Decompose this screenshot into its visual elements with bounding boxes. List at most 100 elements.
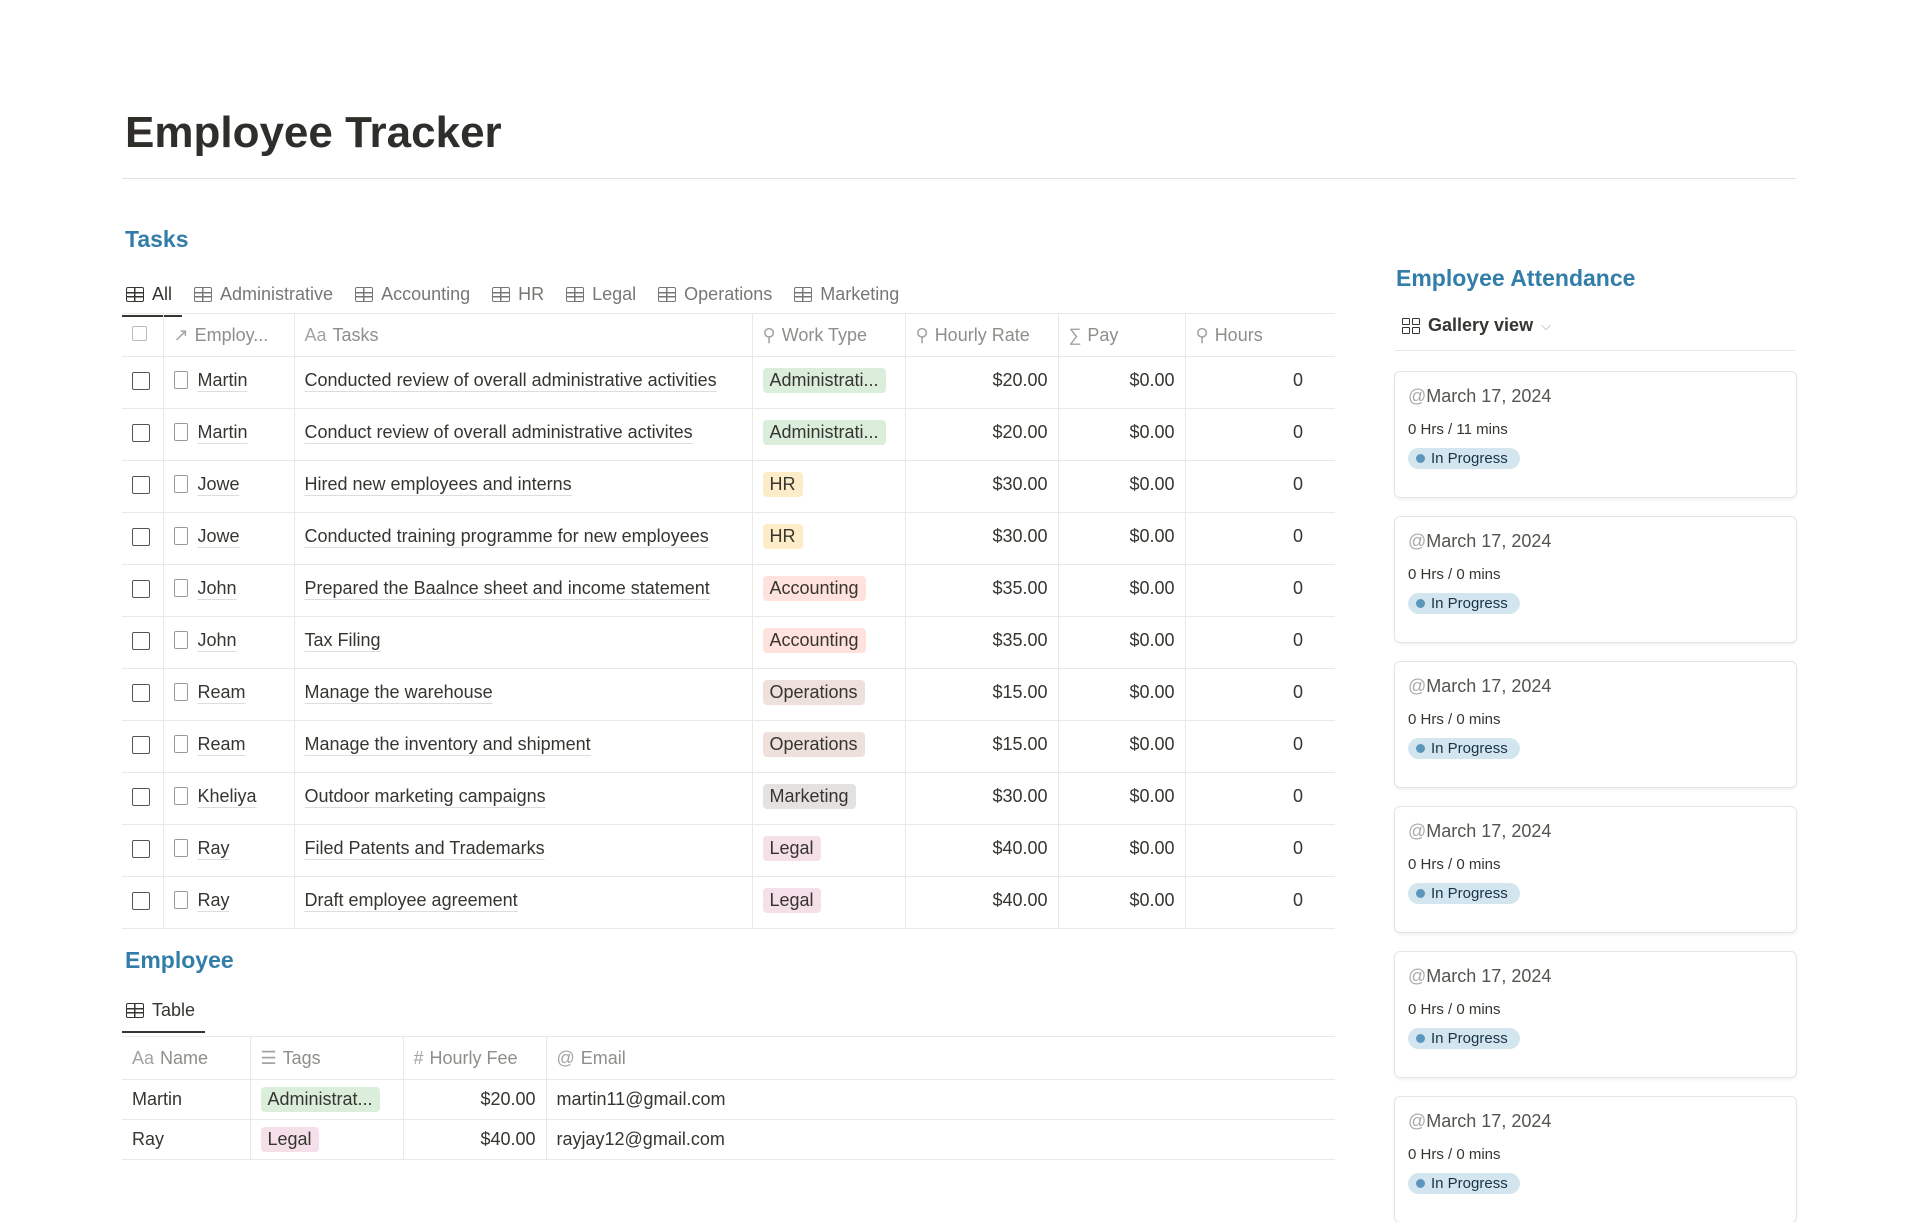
row-checkbox[interactable] <box>122 408 164 461</box>
pay-cell[interactable]: $0.00 <box>1058 616 1186 669</box>
name-cell[interactable]: Martin <box>122 1079 251 1120</box>
table-row[interactable]: Ream Manage the warehouse Operations $15… <box>122 668 1335 721</box>
task-cell[interactable]: Manage the warehouse <box>294 668 753 721</box>
work-type-cell[interactable]: Marketing <box>752 772 906 825</box>
employee-cell[interactable]: Martin <box>163 356 295 409</box>
column-hourly-rate[interactable]: ⚲ Hourly Rate <box>905 313 1059 357</box>
column-employee[interactable]: ↗ Employ... <box>163 313 295 357</box>
column-work-type[interactable]: ⚲ Work Type <box>752 313 906 357</box>
task-cell[interactable]: Outdoor marketing campaigns <box>294 772 753 825</box>
attendance-card[interactable]: @March 17, 2024 0 Hrs / 0 mins In Progre… <box>1395 807 1796 932</box>
table-row[interactable]: Ray Filed Patents and Trademarks Legal $… <box>122 824 1335 877</box>
email-cell[interactable]: martin11@gmail.com <box>546 1079 1335 1120</box>
employee-cell[interactable]: Ream <box>163 668 295 721</box>
hourly-rate-cell[interactable]: $15.00 <box>905 720 1059 773</box>
employee-cell[interactable]: Jowe <box>163 512 295 565</box>
employee-cell[interactable]: Kheliya <box>163 772 295 825</box>
row-checkbox[interactable] <box>122 668 164 721</box>
row-checkbox[interactable] <box>122 356 164 409</box>
tab-operations[interactable]: Operations <box>658 274 772 314</box>
hourly-rate-cell[interactable]: $35.00 <box>905 616 1059 669</box>
hours-cell[interactable]: 0 <box>1185 460 1335 513</box>
task-cell[interactable]: Conduct review of overall administrative… <box>294 408 753 461</box>
row-checkbox[interactable] <box>122 772 164 825</box>
hours-cell[interactable]: 0 <box>1185 408 1335 461</box>
tab-administrative[interactable]: Administrative <box>194 274 333 314</box>
hours-cell[interactable]: 0 <box>1185 824 1335 877</box>
hourly-rate-cell[interactable]: $35.00 <box>905 564 1059 617</box>
hours-cell[interactable]: 0 <box>1185 616 1335 669</box>
hours-cell[interactable]: 0 <box>1185 512 1335 565</box>
table-row[interactable]: John Prepared the Baalnce sheet and inco… <box>122 564 1335 617</box>
table-row[interactable]: Martin Conduct review of overall adminis… <box>122 408 1335 461</box>
hourly-fee-cell[interactable]: $40.00 <box>403 1119 547 1160</box>
hours-cell[interactable]: 0 <box>1185 356 1335 409</box>
table-row[interactable]: Martin Administrat... $20.00 martin11@gm… <box>122 1079 1335 1120</box>
pay-cell[interactable]: $0.00 <box>1058 408 1186 461</box>
hourly-rate-cell[interactable]: $40.00 <box>905 876 1059 929</box>
pay-cell[interactable]: $0.00 <box>1058 356 1186 409</box>
column-tags[interactable]: ☰ Tags <box>250 1036 404 1080</box>
table-row[interactable]: Kheliya Outdoor marketing campaigns Mark… <box>122 772 1335 825</box>
hourly-fee-cell[interactable]: $20.00 <box>403 1079 547 1120</box>
select-all-checkbox[interactable] <box>122 313 164 357</box>
hours-cell[interactable]: 0 <box>1185 564 1335 617</box>
task-cell[interactable]: Manage the inventory and shipment <box>294 720 753 773</box>
work-type-cell[interactable]: HR <box>752 512 906 565</box>
employee-cell[interactable]: Ream <box>163 720 295 773</box>
task-cell[interactable]: Filed Patents and Trademarks <box>294 824 753 877</box>
tab-all[interactable]: All <box>121 274 183 317</box>
work-type-cell[interactable]: Administrati... <box>752 408 906 461</box>
tab-accounting[interactable]: Accounting <box>355 274 470 314</box>
column-hourly-fee[interactable]: # Hourly Fee <box>403 1036 547 1080</box>
table-row[interactable]: Jowe Hired new employees and interns HR … <box>122 460 1335 513</box>
table-row[interactable]: Martin Conducted review of overall admin… <box>122 356 1335 409</box>
task-cell[interactable]: Hired new employees and interns <box>294 460 753 513</box>
name-cell[interactable]: Ray <box>122 1119 251 1160</box>
tasks-heading[interactable]: Tasks <box>125 226 189 252</box>
row-checkbox[interactable] <box>122 564 164 617</box>
hours-cell[interactable]: 0 <box>1185 772 1335 825</box>
work-type-cell[interactable]: Accounting <box>752 616 906 669</box>
pay-cell[interactable]: $0.00 <box>1058 460 1186 513</box>
employee-cell[interactable]: Martin <box>163 408 295 461</box>
attendance-card[interactable]: @March 17, 2024 0 Hrs / 0 mins In Progre… <box>1395 517 1796 642</box>
column-name[interactable]: Aa Name <box>122 1036 251 1080</box>
attendance-card[interactable]: @March 17, 2024 0 Hrs / 11 mins In Progr… <box>1395 372 1796 497</box>
pay-cell[interactable]: $0.00 <box>1058 824 1186 877</box>
pay-cell[interactable]: $0.00 <box>1058 564 1186 617</box>
hourly-rate-cell[interactable]: $30.00 <box>905 512 1059 565</box>
column-hours[interactable]: ⚲ Hours <box>1185 313 1335 357</box>
pay-cell[interactable]: $0.00 <box>1058 720 1186 773</box>
column-email[interactable]: @ Email <box>546 1036 1335 1080</box>
row-checkbox[interactable] <box>122 616 164 669</box>
tab-marketing[interactable]: Marketing <box>794 274 899 314</box>
task-cell[interactable]: Conducted review of overall administrati… <box>294 356 753 409</box>
hourly-rate-cell[interactable]: $20.00 <box>905 356 1059 409</box>
task-cell[interactable]: Prepared the Baalnce sheet and income st… <box>294 564 753 617</box>
employee-cell[interactable]: Ray <box>163 876 295 929</box>
row-checkbox[interactable] <box>122 876 164 929</box>
work-type-cell[interactable]: Operations <box>752 720 906 773</box>
table-row[interactable]: Ream Manage the inventory and shipment O… <box>122 720 1335 773</box>
row-checkbox[interactable] <box>122 720 164 773</box>
table-row[interactable]: John Tax Filing Accounting $35.00 $0.00 … <box>122 616 1335 669</box>
task-cell[interactable]: Draft employee agreement <box>294 876 753 929</box>
attendance-card[interactable]: @March 17, 2024 0 Hrs / 0 mins In Progre… <box>1395 1097 1796 1222</box>
employee-cell[interactable]: John <box>163 616 295 669</box>
pay-cell[interactable]: $0.00 <box>1058 772 1186 825</box>
work-type-cell[interactable]: Accounting <box>752 564 906 617</box>
pay-cell[interactable]: $0.00 <box>1058 668 1186 721</box>
attendance-heading[interactable]: Employee Attendance <box>1396 265 1636 291</box>
hours-cell[interactable]: 0 <box>1185 668 1335 721</box>
hourly-rate-cell[interactable]: $30.00 <box>905 772 1059 825</box>
gallery-view-selector[interactable]: Gallery view ⌵ <box>1402 315 1551 336</box>
row-checkbox[interactable] <box>122 460 164 513</box>
task-cell[interactable]: Conducted training programme for new emp… <box>294 512 753 565</box>
tags-cell[interactable]: Legal <box>250 1119 404 1160</box>
row-checkbox[interactable] <box>122 512 164 565</box>
employee-cell[interactable]: Ray <box>163 824 295 877</box>
tab-table[interactable]: Table <box>121 990 206 1033</box>
hourly-rate-cell[interactable]: $30.00 <box>905 460 1059 513</box>
hours-cell[interactable]: 0 <box>1185 876 1335 929</box>
